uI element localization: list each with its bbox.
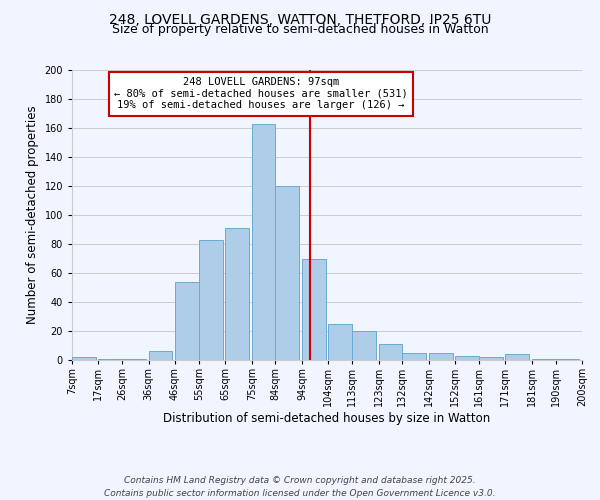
Bar [556,358,580,360]
Bar [429,353,452,360]
Text: 248, LOVELL GARDENS, WATTON, THETFORD, IP25 6TU: 248, LOVELL GARDENS, WATTON, THETFORD, I… [109,12,491,26]
Bar [403,353,426,360]
Bar [72,357,96,360]
Bar [225,228,249,360]
Bar [532,358,556,360]
Bar [275,186,299,360]
X-axis label: Distribution of semi-detached houses by size in Watton: Distribution of semi-detached houses by … [163,412,491,425]
Y-axis label: Number of semi-detached properties: Number of semi-detached properties [26,106,39,324]
Bar [302,258,326,360]
Bar [98,358,122,360]
Bar [455,356,479,360]
Bar [251,124,275,360]
Bar [479,357,503,360]
Bar [379,344,403,360]
Bar [149,352,172,360]
Bar [122,358,146,360]
Text: Size of property relative to semi-detached houses in Watton: Size of property relative to semi-detach… [112,22,488,36]
Bar [352,331,376,360]
Bar [175,282,199,360]
Text: 248 LOVELL GARDENS: 97sqm
← 80% of semi-detached houses are smaller (531)
19% of: 248 LOVELL GARDENS: 97sqm ← 80% of semi-… [114,77,407,110]
Bar [505,354,529,360]
Text: Contains HM Land Registry data © Crown copyright and database right 2025.
Contai: Contains HM Land Registry data © Crown c… [104,476,496,498]
Bar [328,324,352,360]
Bar [199,240,223,360]
